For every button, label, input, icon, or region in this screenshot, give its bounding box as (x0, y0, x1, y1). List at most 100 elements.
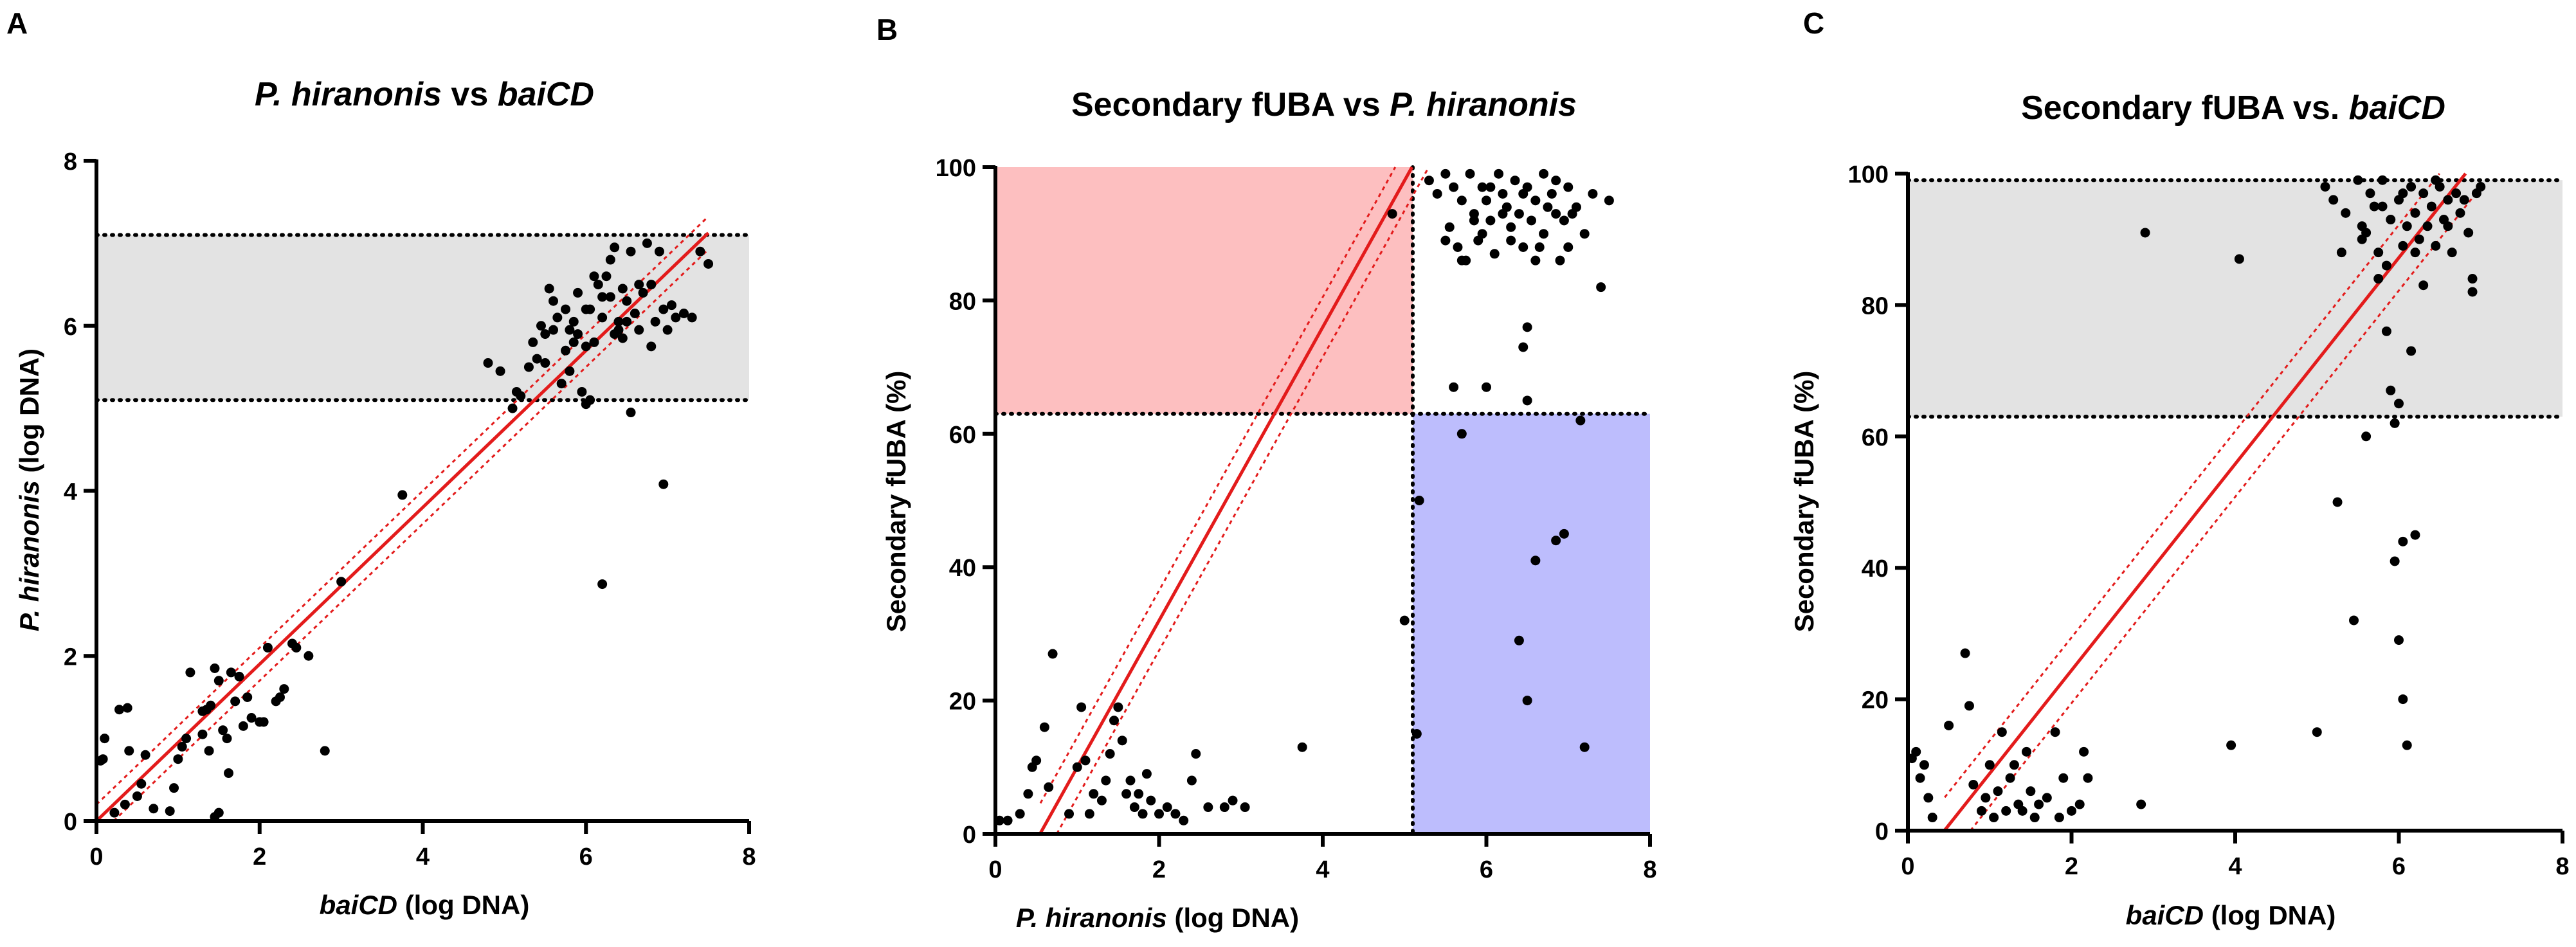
data-point (1964, 701, 1974, 711)
data-point (650, 316, 660, 327)
data-point (626, 408, 636, 418)
data-point (1191, 749, 1201, 759)
data-point (1469, 209, 1479, 219)
data-point (336, 577, 347, 587)
y-tick-label: 8 (64, 149, 77, 176)
data-point (1170, 809, 1181, 819)
data-point (1543, 202, 1553, 212)
data-point (2341, 208, 2351, 218)
data-point (177, 741, 187, 752)
data-point (197, 729, 208, 739)
data-point (1228, 795, 1238, 806)
data-point (634, 325, 644, 335)
ylabel-part: Secondary fUBA (%) (881, 371, 911, 633)
y-tick-label: 40 (1862, 555, 1889, 582)
ylabel-part: P. hiranonis (14, 480, 44, 631)
data-point (573, 329, 583, 339)
y-tick-label: 60 (1862, 424, 1889, 451)
data-point (397, 490, 408, 500)
data-point (2386, 385, 2396, 395)
data-point (173, 754, 183, 764)
y-axis-label: P. hiranonis (log DNA) (14, 348, 44, 631)
y-tick-label: 40 (949, 555, 976, 582)
x-tick-label: 4 (2228, 853, 2242, 880)
data-point (2390, 556, 2400, 566)
data-point (1559, 215, 1569, 226)
data-point (1080, 755, 1091, 766)
data-point (1449, 382, 1459, 392)
data-point (1387, 209, 1397, 219)
data-point (1134, 789, 1144, 799)
data-point (1456, 195, 1467, 206)
x-tick-label: 8 (742, 843, 756, 870)
data-point (2042, 793, 2052, 803)
data-point (2418, 280, 2429, 291)
data-point (1571, 202, 1581, 212)
data-point (2361, 431, 2372, 442)
data-point (1997, 727, 2007, 737)
x-tick-label: 6 (2392, 853, 2406, 880)
data-point (262, 642, 273, 653)
title-part: baiCD (498, 76, 594, 113)
data-point (1510, 176, 1520, 186)
data-point (2431, 240, 2441, 251)
data-point (1498, 188, 1508, 199)
data-point (1530, 555, 1541, 566)
data-point (2398, 694, 2408, 705)
data-point (1456, 429, 1467, 439)
data-point (601, 271, 612, 282)
data-point (646, 280, 657, 290)
data-point (2402, 740, 2412, 750)
data-point (2365, 188, 2375, 199)
data-point (658, 479, 669, 489)
data-point (654, 246, 664, 257)
data-point (2402, 221, 2412, 231)
data-point (1432, 188, 1442, 199)
data-point (617, 333, 628, 343)
data-point (1023, 789, 1033, 799)
regression-line (95, 231, 710, 822)
ylabel-part: Secondary fUBA (%) (1789, 371, 1819, 633)
data-point (1121, 789, 1132, 799)
data-point (622, 316, 632, 327)
data-point (2459, 195, 2469, 205)
data-point (2140, 228, 2150, 238)
data-point (1072, 762, 1082, 772)
data-point (1485, 215, 1496, 226)
data-point (1984, 760, 1995, 770)
title-part: baiCD (2349, 89, 2445, 127)
data-point (589, 271, 599, 282)
data-point (536, 321, 546, 331)
data-point (1539, 168, 1549, 179)
y-tick-label: 0 (963, 822, 976, 849)
data-point (666, 300, 676, 311)
data-point (1530, 195, 1541, 206)
data-point (610, 242, 620, 253)
data-point (565, 325, 575, 335)
data-point (1076, 702, 1087, 712)
data-point (1399, 615, 1410, 626)
data-point (549, 325, 558, 335)
data-point (238, 721, 248, 731)
title-part: Secondary fUBA vs. (2021, 89, 2349, 127)
data-point (544, 284, 554, 294)
data-point (662, 325, 673, 335)
data-point (2050, 727, 2060, 737)
title-part: P. hiranonis (255, 76, 442, 113)
data-point (1923, 793, 1934, 803)
data-point (165, 806, 175, 816)
data-point (136, 779, 147, 789)
data-point (291, 642, 302, 653)
data-point (646, 341, 657, 352)
data-point (642, 238, 652, 248)
data-point (1944, 720, 1954, 730)
data-point (2406, 181, 2417, 192)
data-point (1064, 809, 1075, 819)
y-tick-label: 100 (936, 155, 976, 182)
data-point (100, 734, 110, 744)
data-point (1506, 235, 1516, 246)
data-point (1146, 795, 1156, 806)
data-point (2447, 248, 2457, 258)
